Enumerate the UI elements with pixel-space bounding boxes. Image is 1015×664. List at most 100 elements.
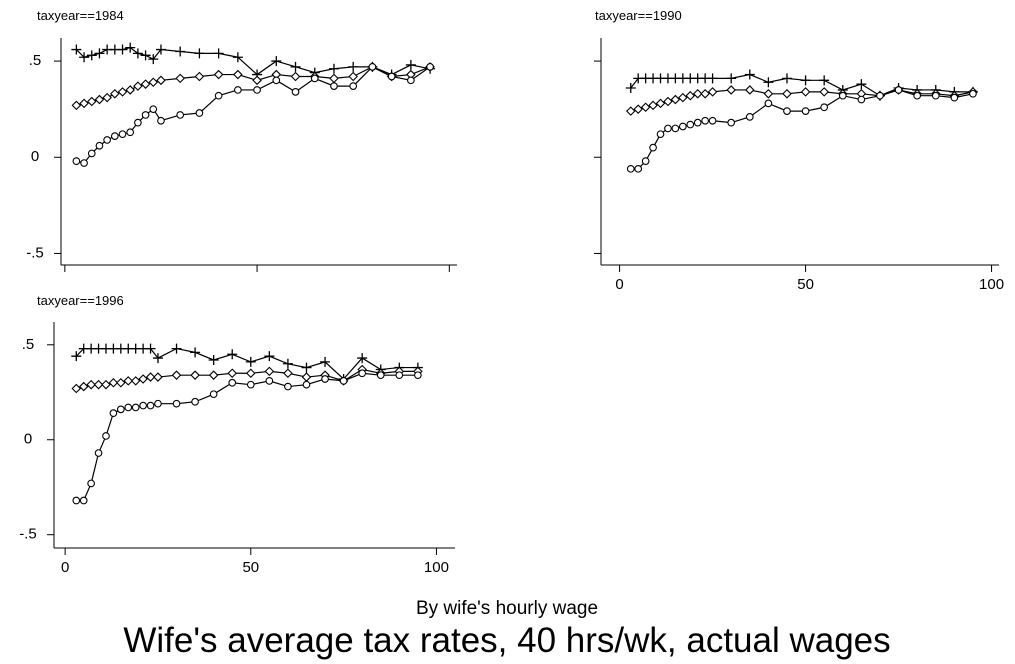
marker-plus (744, 69, 755, 80)
marker-circle (253, 86, 261, 94)
marker-diamond (301, 372, 312, 382)
marker-circle (87, 149, 96, 158)
marker-plus (707, 73, 718, 84)
marker-circle (626, 164, 635, 173)
marker-circle (708, 116, 717, 125)
marker-circle (678, 122, 687, 131)
marker-plus (71, 44, 82, 55)
marker-diamond (86, 379, 96, 390)
marker-plus (79, 52, 90, 63)
marker-circle (656, 130, 665, 139)
marker-diamond (130, 376, 141, 386)
marker-plus (856, 79, 867, 90)
marker-plus (132, 48, 143, 59)
marker-circle (109, 409, 118, 418)
marker-circle (124, 403, 133, 412)
series-line (76, 66, 431, 164)
marker-diamond (692, 89, 703, 99)
marker-plus (800, 75, 811, 86)
marker-circle (664, 124, 672, 133)
marker-circle (110, 132, 119, 140)
marker-diamond (663, 96, 673, 107)
marker-circle (79, 496, 88, 505)
marker-circle (126, 128, 135, 137)
marker-plus (271, 56, 282, 67)
marker-plus (94, 48, 105, 59)
marker-diamond (194, 71, 205, 82)
marker-circle (358, 369, 367, 378)
marker-diamond (670, 94, 681, 105)
marker-plus (357, 353, 368, 364)
marker-diamond (782, 89, 792, 99)
marker-circle (149, 105, 158, 114)
marker-diamond (348, 71, 358, 82)
marker-diamond (208, 370, 219, 380)
marker-circle (330, 82, 338, 90)
marker-plus (145, 343, 156, 354)
series-line (76, 372, 418, 502)
marker-diamond (800, 87, 811, 97)
marker-circle (801, 107, 810, 115)
marker-plus (152, 353, 163, 364)
marker-diamond (153, 372, 163, 382)
marker-circle (310, 74, 319, 83)
marker-plus (117, 44, 128, 55)
figure-title: Wife's average tax rates, 40 hrs/wk, act… (123, 621, 890, 660)
marker-circle (701, 116, 709, 125)
marker-diamond (94, 94, 105, 105)
marker-diamond (175, 73, 185, 84)
marker-circle (783, 107, 791, 115)
series-line (75, 46, 431, 76)
marker-circle (139, 401, 147, 410)
marker-circle (764, 99, 773, 108)
marker-plus (175, 46, 186, 57)
panel: taxyear==1990 0 50 100 (594, 8, 1004, 293)
marker-circle (376, 371, 385, 380)
marker-circle (118, 130, 127, 139)
marker-circle (176, 111, 185, 119)
marker-circle (214, 91, 223, 100)
marker-diamond (283, 368, 293, 379)
marker-diamond (116, 377, 126, 388)
marker-circle (80, 159, 88, 167)
marker-plus (301, 362, 312, 373)
marker-diamond (625, 106, 636, 116)
marker-plus (320, 356, 331, 367)
marker-circle (649, 143, 657, 152)
marker-circle (94, 449, 103, 457)
marker-circle (407, 76, 415, 85)
marker-diamond (633, 104, 643, 114)
marker-diamond (102, 92, 112, 103)
marker-diamond (190, 370, 200, 380)
marker-diamond (140, 79, 151, 89)
marker-circle (321, 375, 329, 383)
marker-circle (157, 116, 165, 125)
marker-circle (414, 371, 422, 380)
marker-circle (969, 89, 977, 98)
marker-plus (405, 59, 416, 70)
marker-circle (671, 124, 680, 133)
marker-circle (727, 118, 736, 127)
marker-circle (191, 397, 199, 406)
marker-circle (102, 432, 110, 440)
marker-diamond (123, 376, 134, 386)
marker-circle (154, 399, 162, 408)
marker-circle (95, 141, 104, 150)
marker-circle (838, 91, 847, 100)
marker-circle (72, 157, 81, 165)
marker-diamond (745, 85, 755, 95)
marker-circle (141, 111, 150, 119)
x-tick-label: 100 (424, 559, 449, 576)
y-tick-label: 0 (24, 431, 32, 448)
marker-circle (265, 377, 274, 385)
marker-circle (857, 95, 866, 104)
marker-circle (228, 378, 237, 387)
marker-diamond (655, 98, 666, 109)
marker-diamond (252, 75, 262, 86)
marker-circle (931, 91, 940, 100)
x-tick-label: 0 (615, 276, 623, 293)
marker-circle (913, 91, 922, 100)
marker-diamond (707, 87, 718, 97)
marker-plus (290, 61, 301, 72)
marker-plus (213, 48, 224, 59)
